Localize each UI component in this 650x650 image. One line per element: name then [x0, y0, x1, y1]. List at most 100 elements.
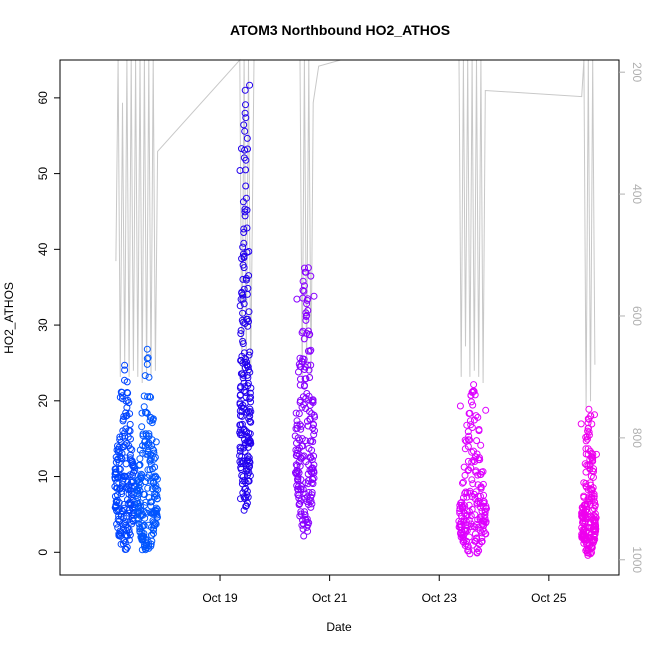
scatter-point	[246, 368, 254, 376]
scatter-point	[240, 225, 248, 233]
y-tick-label: 40	[36, 242, 50, 256]
scatter-point	[593, 450, 600, 458]
scatter-point	[121, 361, 129, 369]
y-tick-label: 0	[36, 549, 50, 556]
scatter-point	[585, 431, 593, 439]
scatter-point	[140, 521, 148, 529]
scatter-point	[239, 340, 247, 348]
scatter-point	[471, 391, 479, 399]
scatter-point	[297, 476, 305, 483]
scatter-point	[245, 318, 252, 325]
scatter-point	[145, 430, 153, 438]
scatter-point	[246, 462, 253, 470]
scatter-point	[590, 465, 598, 473]
scatter-point	[467, 398, 475, 406]
scatter-point	[584, 424, 592, 432]
scatter-point	[296, 462, 304, 470]
scatter-point	[292, 409, 300, 417]
scatter-point	[123, 532, 131, 540]
scatter-point	[306, 347, 314, 355]
chart-title: ATOM3 Northbound HO2_ATHOS	[230, 22, 450, 38]
scatter-point	[123, 440, 131, 447]
scatter-point	[590, 468, 597, 476]
scatter-point	[305, 366, 313, 374]
secondary-y-axis: 200 400 600 800 1000	[619, 62, 644, 573]
scatter-point	[243, 428, 251, 436]
scatter-point	[588, 549, 595, 556]
scatter-point	[481, 511, 489, 519]
scatter-point	[304, 307, 312, 314]
y-tick-label: 10	[36, 470, 50, 484]
scatter-point	[293, 295, 301, 303]
scatter-point	[148, 436, 156, 444]
scatter-point	[244, 284, 252, 292]
scatter-point	[246, 395, 254, 402]
scatter-point	[465, 432, 473, 440]
scatter-point	[124, 389, 132, 397]
scatter-point	[148, 419, 156, 427]
scatter-point	[239, 401, 247, 409]
scatter-point	[241, 86, 249, 94]
scatter-point	[129, 496, 137, 504]
scatter-point	[302, 375, 310, 383]
scatter-point	[147, 393, 155, 401]
scatter-point	[146, 393, 154, 400]
scatter-point	[583, 534, 591, 542]
scatter-point	[121, 366, 129, 374]
scatter-point	[301, 508, 308, 516]
scatter-point	[465, 501, 473, 509]
scatter-point	[465, 516, 473, 524]
scatter-point	[246, 436, 254, 444]
scatter-point	[459, 479, 466, 487]
scatter-point	[245, 454, 253, 462]
scatter-point	[149, 416, 157, 424]
scatter-point	[476, 456, 484, 464]
scatter-point	[483, 505, 490, 512]
scatter-point	[244, 322, 252, 330]
scatter-point	[464, 543, 472, 551]
scatter-point	[477, 441, 485, 449]
scatter-point	[592, 527, 600, 535]
scatter-point	[138, 409, 146, 417]
scatter-point	[460, 538, 468, 546]
scatter-point	[308, 491, 316, 499]
scatter-point	[304, 264, 312, 272]
scatter-point	[126, 410, 134, 418]
plot-frame	[59, 59, 620, 576]
scatter-point	[135, 483, 143, 491]
scatter-point	[298, 358, 306, 366]
scatter-point	[242, 101, 249, 109]
scatter-point	[151, 453, 159, 461]
scatter-point	[140, 530, 148, 537]
scatter-point	[311, 427, 318, 435]
scatter-point	[300, 335, 308, 343]
scatter-point	[247, 440, 255, 447]
scatter-point	[482, 530, 490, 538]
scatter-point	[115, 499, 123, 507]
altitude-line	[115, 58, 596, 408]
scatter-point	[590, 537, 598, 545]
scatter-point	[133, 497, 141, 505]
scatter-point	[591, 530, 599, 538]
scatter-point	[112, 465, 120, 473]
scatter-point	[592, 522, 599, 530]
scatter-point	[242, 276, 250, 284]
scatter-point	[243, 134, 251, 142]
scatter-point	[126, 531, 134, 539]
scatter-point	[153, 475, 161, 483]
scatter-point	[244, 145, 251, 153]
scatter-point	[246, 459, 254, 466]
scatter-point	[467, 512, 475, 520]
scatter-point	[241, 109, 249, 117]
scatter-point	[465, 466, 473, 474]
scatter-point	[300, 355, 308, 363]
scatter-point	[154, 486, 162, 494]
scatter-point	[309, 476, 316, 483]
scatter-point	[307, 361, 315, 369]
scatter-point	[469, 401, 477, 409]
points-layer	[111, 81, 600, 559]
scatter-point	[477, 483, 485, 491]
scatter-point	[141, 491, 148, 498]
scatter-point	[473, 499, 481, 507]
scatter-point	[475, 427, 483, 435]
